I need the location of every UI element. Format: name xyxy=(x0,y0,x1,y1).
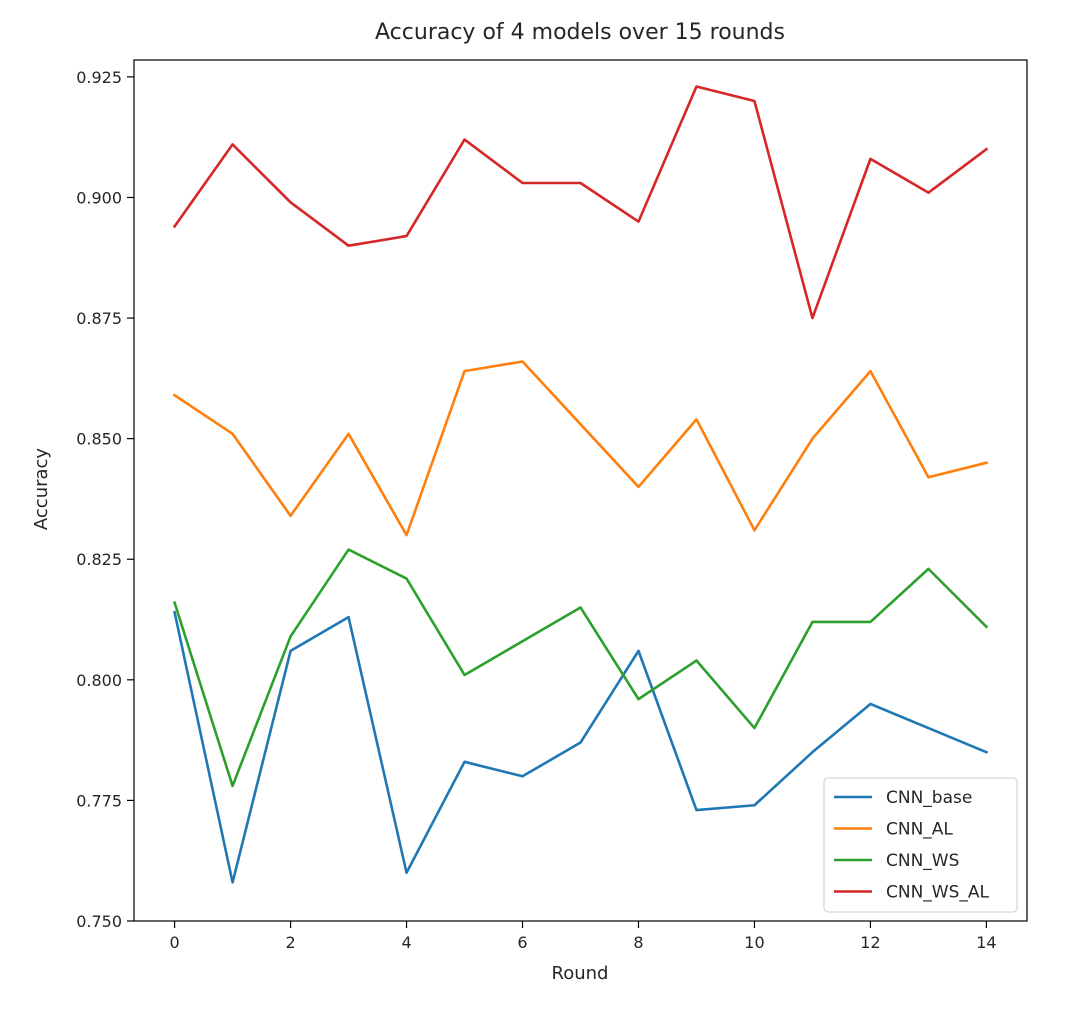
series-line-CNN_AL xyxy=(172,360,988,537)
x-tick-label: 2 xyxy=(285,933,295,952)
plot-frame xyxy=(133,59,1028,922)
y-axis-label: Accuracy xyxy=(31,448,52,531)
series-line-CNN_WS xyxy=(172,548,989,788)
y-tick-label: 0.850 xyxy=(76,430,122,449)
chart-title: Accuracy of 4 models over 15 rounds xyxy=(375,20,785,45)
x-tick-label: 8 xyxy=(633,933,643,952)
legend: CNN_base CNN_AL CNN_WS CNN_WS_AL xyxy=(823,777,1018,913)
y-axis: 0.750 0.775 0.800 0.825 0.850 0.875 0.900 0.925 xyxy=(76,68,134,931)
series-line-CNN_WS_AL xyxy=(172,85,989,320)
y-tick-label: 0.875 xyxy=(76,309,122,328)
x-tick-label: 10 xyxy=(744,933,764,952)
legend-label-CNN_base: CNN_base xyxy=(886,788,972,808)
series-line-CNN_base xyxy=(173,610,989,884)
x-tick-label: 4 xyxy=(401,933,411,952)
legend-label-CNN_WS_AL: CNN_WS_AL xyxy=(886,883,990,903)
legend-label-CNN_WS: CNN_WS xyxy=(886,851,959,871)
x-tick-label: 12 xyxy=(860,933,880,952)
y-tick-label: 0.825 xyxy=(76,550,122,569)
legend-box xyxy=(823,777,1018,913)
series-layer xyxy=(172,85,989,884)
x-axis-label: Round xyxy=(552,963,609,984)
y-tick-label: 0.900 xyxy=(76,188,122,207)
legend-label-CNN_AL: CNN_AL xyxy=(886,820,953,840)
y-tick-label: 0.775 xyxy=(76,791,122,810)
x-tick-label: 6 xyxy=(517,933,527,952)
x-axis: 0 2 4 6 8 10 12 14 xyxy=(169,921,997,952)
x-tick-label: 0 xyxy=(169,933,179,952)
y-tick-label: 0.925 xyxy=(76,68,122,87)
y-tick-label: 0.800 xyxy=(76,671,122,690)
x-tick-label: 14 xyxy=(976,933,996,952)
y-tick-label: 0.750 xyxy=(76,912,122,931)
